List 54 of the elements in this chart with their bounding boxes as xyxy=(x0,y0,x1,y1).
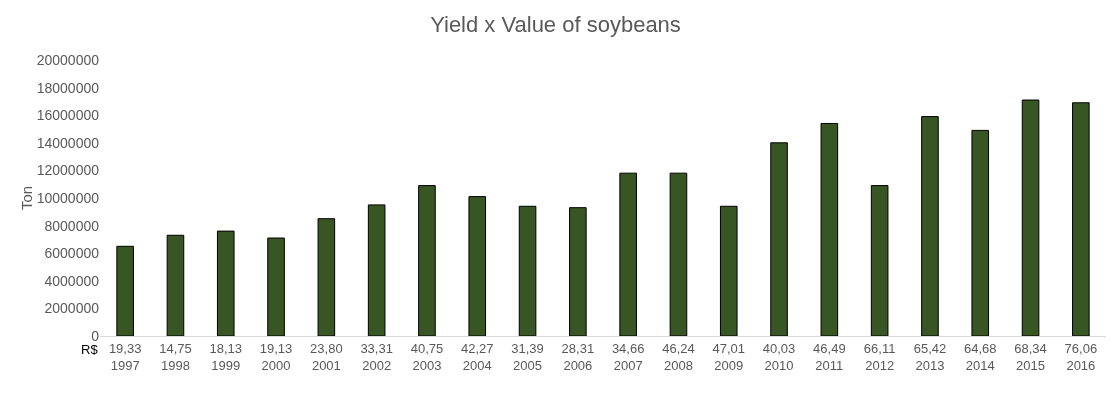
x-tick-label: 40,03 2010 xyxy=(762,340,796,373)
x-tick-label: 68,34 2015 xyxy=(1014,340,1047,373)
y-tick-label: 4000000 xyxy=(44,272,100,289)
x-tick-label: 64,68 2014 xyxy=(963,340,997,373)
bar xyxy=(468,196,487,336)
y-tick-label: 12000000 xyxy=(36,162,100,179)
y-tick-label: 18000000 xyxy=(36,79,100,96)
bar xyxy=(971,129,990,336)
x-tick-label: 66,11 2012 xyxy=(863,340,896,373)
y-tick-label: 10000000 xyxy=(36,189,100,206)
bar xyxy=(166,234,185,336)
y-tick-label: 8000000 xyxy=(44,217,100,234)
x-tick-label: 23,80 2001 xyxy=(310,340,343,373)
bar xyxy=(870,185,889,336)
bar xyxy=(518,205,537,336)
y-axis-title: Ton xyxy=(17,185,35,211)
x-tick-label: 28,31 2006 xyxy=(561,340,595,373)
x-tick-label: 33,31 2002 xyxy=(360,340,393,373)
x-tick-label: 18,13 1999 xyxy=(209,340,243,373)
y-tick-label: 16000000 xyxy=(36,107,100,124)
bar xyxy=(569,207,587,336)
x-tick-label: 40,75 2003 xyxy=(410,340,444,373)
x-tick-label: 46,24 2008 xyxy=(662,340,695,373)
bar xyxy=(619,172,637,336)
y-tick-label: 2000000 xyxy=(44,300,100,317)
x-tick-label: 42,27 2004 xyxy=(460,340,494,373)
bar xyxy=(1021,99,1040,336)
x-tick-label: 65,42 2013 xyxy=(913,340,947,373)
y-tick-label: 14000000 xyxy=(36,134,100,151)
y-tick-label: 20000000 xyxy=(36,51,100,68)
bar xyxy=(216,230,235,336)
x-tick-label: 34,66 2007 xyxy=(611,340,645,373)
x-tick-label: 46,49 2011 xyxy=(813,340,846,373)
bar xyxy=(367,204,386,336)
bar xyxy=(770,142,788,336)
bar xyxy=(669,172,688,336)
x-tick-label: 47,01 2009 xyxy=(712,340,746,373)
x-tick-label: 19,33 1997 xyxy=(108,340,142,373)
x-tick-label: 19,13 2000 xyxy=(259,340,293,373)
chart-title: Yield x Value of soybeans xyxy=(430,11,681,37)
bar xyxy=(1072,102,1090,336)
x-tick-label: 31,39 2005 xyxy=(511,340,544,373)
bar xyxy=(719,205,738,336)
x-tick-label: 76,06 2016 xyxy=(1064,340,1098,373)
bar xyxy=(267,237,285,336)
bar xyxy=(820,122,839,336)
bar xyxy=(317,218,336,336)
x-tick-label: 14,75 1998 xyxy=(159,340,192,373)
bar xyxy=(418,185,436,336)
bar xyxy=(116,245,134,336)
y-tick-label: 0 xyxy=(91,327,100,344)
y-tick-label: 6000000 xyxy=(44,245,100,262)
text: R$ xyxy=(81,342,99,357)
bar xyxy=(921,116,939,336)
